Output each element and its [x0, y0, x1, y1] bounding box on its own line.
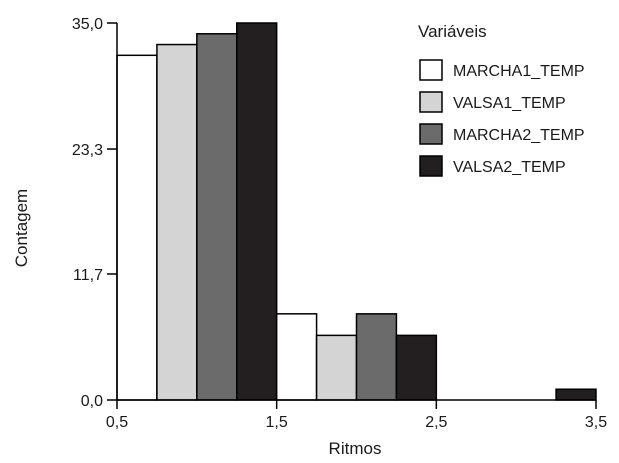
legend-label: VALSA1_TEMP: [453, 95, 566, 112]
x-tick-label: 1,5: [266, 414, 288, 431]
x-tick-label: 0,5: [106, 414, 128, 431]
x-axis-title: Ritmos: [329, 439, 382, 458]
legend-label: VALSA2_TEMP: [453, 159, 566, 176]
legend-swatch-marcha1-temp: [419, 59, 443, 81]
bars-layer: [116, 22, 597, 401]
bar-marcha2-temp-group-2: [355, 313, 398, 401]
y-tick-label: 11,7: [73, 267, 103, 284]
legend-swatch-valsa2-temp: [419, 155, 443, 177]
axes-layer: [116, 23, 596, 401]
bar-marcha2-temp-group-1: [196, 33, 238, 401]
y-axis-title: Contagem: [12, 189, 31, 267]
legend-label: MARCHA1_TEMP: [453, 63, 585, 80]
bar-valsa1-temp-group-1: [156, 43, 198, 401]
bar-valsa2-temp-group-3: [555, 388, 597, 401]
y-tick-label: 35,0: [72, 16, 103, 33]
x-tick-label: 3,5: [585, 414, 607, 431]
bar-valsa1-temp-group-2: [315, 334, 358, 401]
ticks-layer: 0,0 11,7 23,3 35,0 0,5 1,5 2,5 3,5: [72, 16, 607, 431]
legend-swatch-marcha2-temp: [419, 123, 443, 145]
legend-label: MARCHA2_TEMP: [453, 127, 585, 144]
bar-marcha1-temp-group-1: [116, 54, 158, 401]
bar-valsa2-temp-group-2: [395, 334, 438, 401]
legend-swatch-valsa1-temp: [419, 91, 443, 113]
bar-marcha1-temp-group-2: [275, 313, 318, 401]
y-tick-label: 0,0: [81, 393, 103, 410]
y-tick-label: 23,3: [72, 142, 103, 159]
legend-title: Variáveis: [418, 22, 487, 41]
x-tick-label: 2,5: [425, 414, 447, 431]
legend-items: MARCHA1_TEMP VALSA1_TEMP MARCHA2_TEMP VALSA…: [419, 59, 585, 177]
bar-valsa2-temp-group-1: [236, 22, 278, 401]
legend: Variáveis MARCHA1_TEMP VALSA1_TEMP MARCHA2…: [418, 22, 585, 177]
